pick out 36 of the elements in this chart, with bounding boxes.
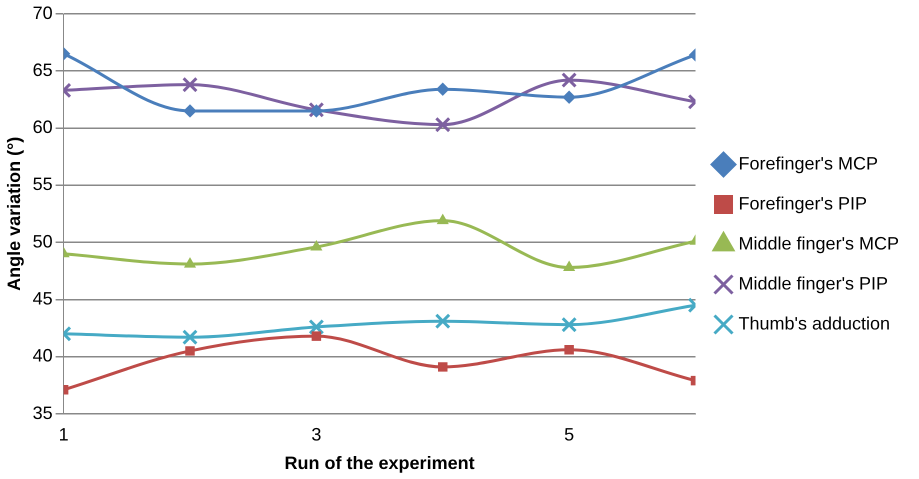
- y-tick-label: 65: [32, 60, 53, 80]
- point: [564, 345, 574, 355]
- point: [434, 313, 451, 330]
- x-tick-label: 5: [564, 424, 574, 445]
- point: [434, 116, 451, 133]
- point: [562, 90, 576, 104]
- point: [436, 82, 450, 96]
- legend-label: Middle finger's PIP: [738, 273, 888, 294]
- y-tick-label: 55: [32, 174, 53, 194]
- point: [563, 261, 575, 272]
- point: [184, 258, 196, 268]
- legend-label: Forefinger's MCP: [738, 153, 878, 174]
- x-axis-title: Run of the experiment: [284, 453, 475, 474]
- point: [185, 346, 195, 356]
- x-tick-label: 1: [58, 424, 69, 445]
- point: [312, 331, 322, 341]
- point: [182, 76, 198, 93]
- y-axis-title: Angle variation (°): [4, 136, 24, 291]
- y-tick-label: 50: [32, 231, 53, 252]
- point: [438, 362, 448, 372]
- legend-label: Thumb's adduction: [738, 313, 890, 334]
- point: [437, 214, 448, 224]
- x-tick-label: 3: [311, 424, 322, 445]
- point: [308, 319, 324, 335]
- point: [310, 240, 322, 250]
- point: [184, 104, 196, 118]
- y-tick-label: 70: [32, 2, 53, 23]
- point: [561, 72, 577, 88]
- legend-label: Middle finger's MCP: [738, 233, 900, 254]
- y-tick-label: 60: [32, 117, 53, 138]
- y-tick-label: 40: [32, 346, 53, 366]
- legend-label: Forefinger's PIP: [738, 193, 868, 214]
- y-tick-label: 45: [32, 288, 53, 308]
- point: [182, 329, 198, 346]
- y-tick-label: 35: [32, 402, 53, 423]
- point: [561, 316, 577, 333]
